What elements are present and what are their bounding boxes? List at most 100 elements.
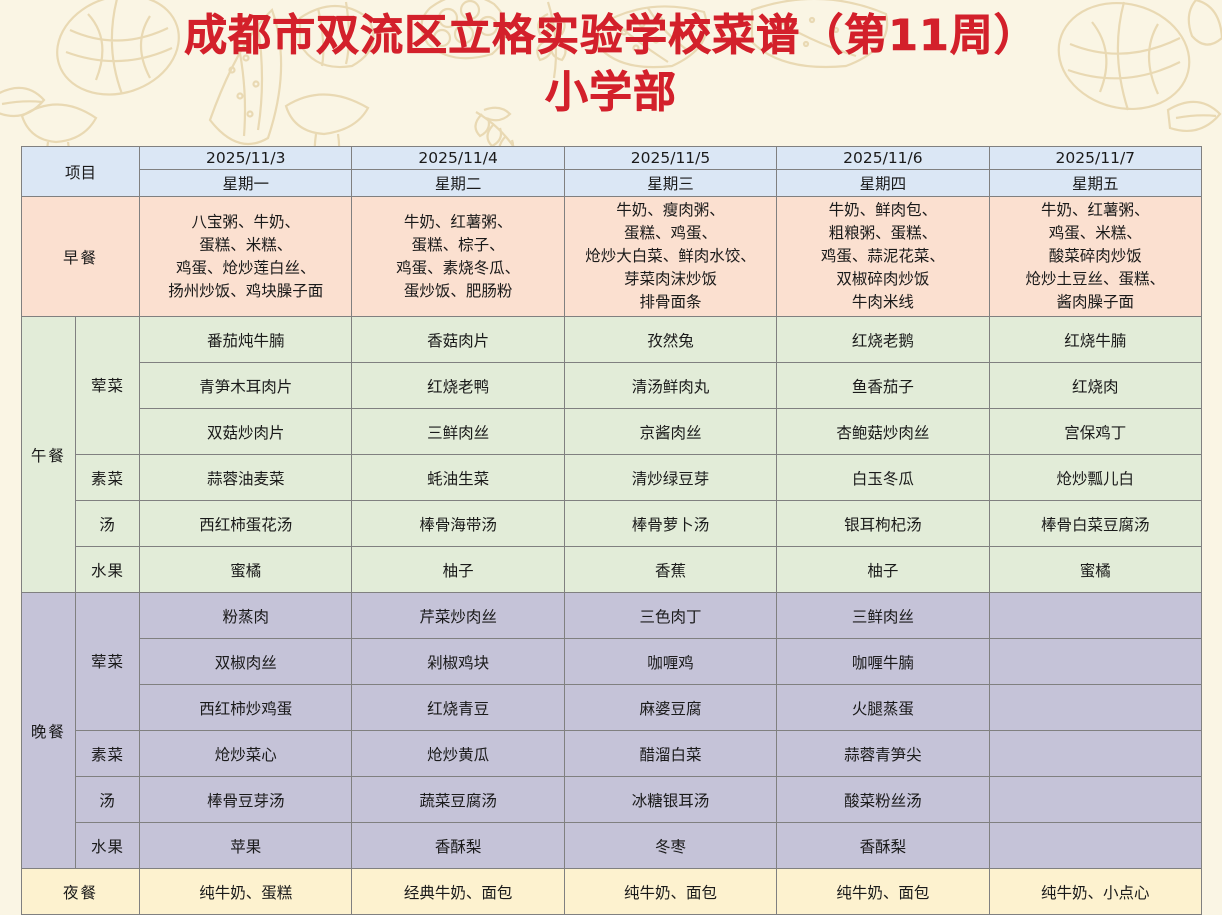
meal-label-breakfast: 早餐 [20, 196, 141, 317]
lunch-soup-day-3: 棒骨萝卜汤 [563, 500, 778, 547]
breakfast-cell-1: 八宝粥、牛奶、 蛋糕、米糕、 鸡蛋、炝炒莲白丝、 扬州炒饭、鸡块臊子面 [139, 196, 353, 317]
night-cell-1: 纯牛奶、蛋糕 [139, 868, 353, 915]
night-cell-3: 纯牛奶、面包 [563, 868, 778, 915]
lunch-veg-day-1: 蒜蓉油麦菜 [139, 454, 353, 501]
lunch-meat-3-day-2: 三鲜肉丝 [351, 408, 565, 455]
dinner-soup-day-5 [988, 776, 1203, 823]
dinner-meat-3-day-3: 麻婆豆腐 [563, 684, 778, 731]
weekday-cell-3: 星期三 [563, 169, 778, 197]
lunch-fruit-day-4: 柚子 [776, 546, 990, 593]
lunch-meat-2-day-5: 红烧肉 [988, 362, 1203, 409]
lunch-meat-3-day-3: 京酱肉丝 [563, 408, 778, 455]
lunch-meat-1-day-5: 红烧牛腩 [988, 316, 1203, 363]
dinner-veg-day-5 [988, 730, 1203, 777]
dinner-soup-day-3: 冰糖银耳汤 [563, 776, 778, 823]
table-row-weekdays: 星期一 星期二 星期三 星期四 星期五 [22, 169, 1203, 197]
weekday-cell-4: 星期四 [776, 169, 990, 197]
meal-label-night: 夜餐 [20, 868, 141, 915]
dinner-meat-2-day-2: 剁椒鸡块 [351, 638, 565, 685]
dinner-soup-day-2: 蔬菜豆腐汤 [351, 776, 565, 823]
breakfast-cell-3: 牛奶、瘦肉粥、 蛋糕、鸡蛋、 炝炒大白菜、鲜肉水饺、 芽菜肉沫炒饭 排骨面条 [563, 196, 778, 317]
sub-label-lunch-fruit: 水果 [74, 546, 141, 593]
dinner-fruit-day-2: 香酥梨 [351, 822, 565, 869]
table-row-dinner-soup: 汤 棒骨豆芽汤 蔬菜豆腐汤 冰糖银耳汤 酸菜粉丝汤 [22, 776, 1203, 823]
lunch-fruit-day-5: 蜜橘 [988, 546, 1203, 593]
weekly-menu-table: 项目 2025/11/3 2025/11/4 2025/11/5 2025/11… [20, 146, 1203, 915]
sub-label-dinner-soup: 汤 [74, 776, 141, 823]
dinner-veg-day-3: 醋溜白菜 [563, 730, 778, 777]
lunch-meat-3-day-5: 宫保鸡丁 [988, 408, 1203, 455]
lunch-meat-3-day-4: 杏鲍菇炒肉丝 [776, 408, 990, 455]
dinner-meat-1-day-4: 三鲜肉丝 [776, 592, 990, 639]
dinner-veg-day-4: 蒜蓉青笋尖 [776, 730, 990, 777]
dinner-veg-day-2: 炝炒黄瓜 [351, 730, 565, 777]
dinner-fruit-day-5 [988, 822, 1203, 869]
breakfast-cell-2: 牛奶、红薯粥、 蛋糕、棕子、 鸡蛋、素烧冬瓜、 蛋炒饭、肥肠粉 [351, 196, 565, 317]
dinner-meat-3-day-1: 西红柿炒鸡蛋 [139, 684, 353, 731]
dinner-soup-day-1: 棒骨豆芽汤 [139, 776, 353, 823]
lunch-soup-day-1: 西红柿蛋花汤 [139, 500, 353, 547]
dinner-meat-2-day-3: 咖喱鸡 [563, 638, 778, 685]
dinner-meat-3-day-2: 红烧青豆 [351, 684, 565, 731]
lunch-meat-1-day-3: 孜然兔 [563, 316, 778, 363]
lunch-fruit-day-3: 香蕉 [563, 546, 778, 593]
table-row-dinner-fruit: 水果 苹果 香酥梨 冬枣 香酥梨 [22, 822, 1203, 869]
date-cell-2: 2025/11/4 [351, 146, 565, 170]
lunch-veg-day-5: 炝炒瓢儿白 [988, 454, 1203, 501]
table-row-lunch-meat-1: 午餐 荤菜 番茄炖牛腩 香菇肉片 孜然兔 红烧老鹅 红烧牛腩 [21, 316, 1203, 593]
lunch-meat-2-day-2: 红烧老鸭 [351, 362, 565, 409]
date-cell-4: 2025/11/6 [776, 146, 990, 170]
dinner-fruit-day-3: 冬枣 [563, 822, 778, 869]
dinner-meat-2-day-4: 咖喱牛腩 [776, 638, 990, 685]
lunch-fruit-day-2: 柚子 [351, 546, 565, 593]
table-row-lunch-meat-3: 双菇炒肉片 三鲜肉丝 京酱肉丝 杏鲍菇炒肉丝 宫保鸡丁 [22, 408, 1203, 455]
lunch-fruit-day-1: 蜜橘 [139, 546, 353, 593]
table-row-dinner-meat-3: 西红柿炒鸡蛋 红烧青豆 麻婆豆腐 火腿蒸蛋 [22, 684, 1203, 731]
dinner-meat-1-day-1: 粉蒸肉 [139, 592, 353, 639]
lunch-veg-day-3: 清炒绿豆芽 [563, 454, 778, 501]
breakfast-cell-4: 牛奶、鲜肉包、 粗粮粥、蛋糕、 鸡蛋、蒜泥花菜、 双椒碎肉炒饭 牛肉米线 [776, 196, 990, 317]
page-title-line-2: 小学部 [545, 68, 677, 119]
night-cell-5: 纯牛奶、小点心 [988, 868, 1203, 915]
table-row-lunch-veg: 素菜 蒜蓉油麦菜 蚝油生菜 清炒绿豆芽 白玉冬瓜 炝炒瓢儿白 [22, 454, 1203, 501]
sub-label-lunch-soup: 汤 [74, 500, 141, 547]
sub-label-dinner-meat: 荤菜 [74, 592, 141, 731]
night-cell-2: 经典牛奶、面包 [351, 868, 565, 915]
weekday-cell-2: 星期二 [351, 169, 565, 197]
meal-label-lunch: 午餐 [21, 316, 76, 593]
dinner-meat-1-day-2: 芹菜炒肉丝 [351, 592, 565, 639]
lunch-veg-day-4: 白玉冬瓜 [776, 454, 990, 501]
lunch-meat-2-day-4: 鱼香茄子 [776, 362, 990, 409]
weekday-cell-5: 星期五 [988, 169, 1203, 197]
table-row-lunch-fruit: 水果 蜜橘 柚子 香蕉 柚子 蜜橘 [22, 546, 1203, 593]
night-cell-4: 纯牛奶、面包 [776, 868, 990, 915]
page-title-line-1: 成都市双流区立格实验学校菜谱（第11周） [184, 11, 1038, 62]
lunch-veg-day-2: 蚝油生菜 [351, 454, 565, 501]
table-row-dinner-meat-1: 晚餐 荤菜 粉蒸肉 芹菜炒肉丝 三色肉丁 三鲜肉丝 [21, 592, 1203, 869]
dinner-meat-3-day-4: 火腿蒸蛋 [776, 684, 990, 731]
dinner-veg-day-1: 炝炒菜心 [139, 730, 353, 777]
lunch-soup-day-2: 棒骨海带汤 [351, 500, 565, 547]
corner-label: 项目 [20, 146, 141, 197]
dinner-meat-2-day-5 [988, 638, 1203, 685]
breakfast-cell-5: 牛奶、红薯粥、 鸡蛋、米糕、 酸菜碎肉炒饭 炝炒土豆丝、蛋糕、 酱肉臊子面 [988, 196, 1203, 317]
table-row-lunch-soup: 汤 西红柿蛋花汤 棒骨海带汤 棒骨萝卜汤 银耳枸杞汤 棒骨白菜豆腐汤 [22, 500, 1203, 547]
lunch-meat-1-day-4: 红烧老鹅 [776, 316, 990, 363]
page-title: 成都市双流区立格实验学校菜谱（第11周） 小学部 [0, 8, 1222, 122]
table-row-dinner-meat-2: 双椒肉丝 剁椒鸡块 咖喱鸡 咖喱牛腩 [22, 638, 1203, 685]
sub-label-dinner-fruit: 水果 [74, 822, 141, 869]
lunch-meat-3-day-1: 双菇炒肉片 [139, 408, 353, 455]
date-cell-3: 2025/11/5 [563, 146, 778, 170]
lunch-soup-day-4: 银耳枸杞汤 [776, 500, 990, 547]
date-cell-1: 2025/11/3 [139, 146, 353, 170]
sub-label-lunch-meat: 荤菜 [74, 316, 141, 455]
table-row-lunch-meat-2: 青笋木耳肉片 红烧老鸭 清汤鲜肉丸 鱼香茄子 红烧肉 [22, 362, 1203, 409]
dinner-fruit-day-4: 香酥梨 [776, 822, 990, 869]
lunch-soup-day-5: 棒骨白菜豆腐汤 [988, 500, 1203, 547]
table-row-dinner-veg: 素菜 炝炒菜心 炝炒黄瓜 醋溜白菜 蒜蓉青笋尖 [22, 730, 1203, 777]
table-row-night: 夜餐 纯牛奶、蛋糕 经典牛奶、面包 纯牛奶、面包 纯牛奶、面包 纯牛奶、小点心 [20, 868, 1203, 915]
dinner-meat-3-day-5 [988, 684, 1203, 731]
dinner-fruit-day-1: 苹果 [139, 822, 353, 869]
dinner-meat-1-day-3: 三色肉丁 [563, 592, 778, 639]
dinner-soup-day-4: 酸菜粉丝汤 [776, 776, 990, 823]
